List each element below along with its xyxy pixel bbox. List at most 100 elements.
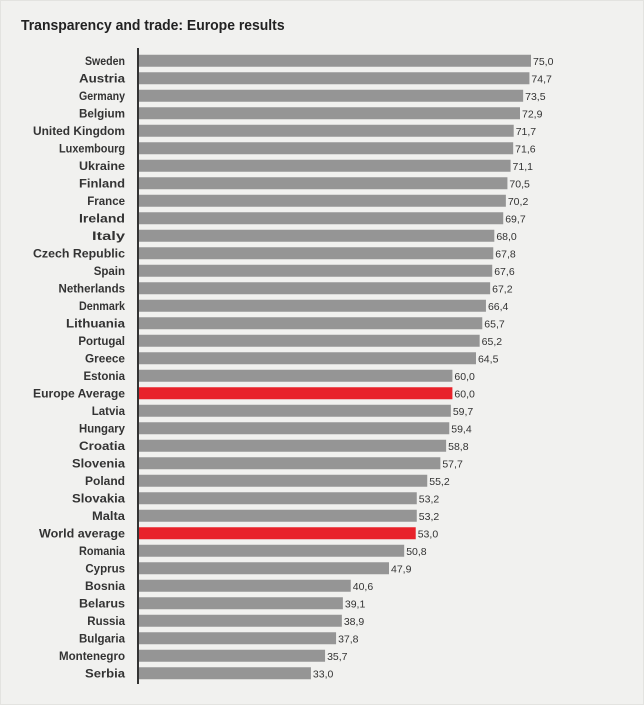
- bar-world-average: [138, 527, 416, 540]
- bar-greece: [138, 352, 476, 365]
- value-label-spain: 67,6: [494, 266, 515, 278]
- bar-united-kingdom: [138, 124, 514, 137]
- value-label-luxembourg: 71,6: [515, 143, 536, 155]
- value-label-belarus: 39,1: [345, 598, 366, 610]
- value-label-united-kingdom: 71,7: [516, 126, 537, 138]
- chart-title: Transparency and trade: Europe results: [21, 17, 285, 34]
- category-label-bulgaria: Bulgaria: [79, 633, 126, 645]
- bar-ireland: [138, 212, 504, 225]
- bar-sweden: [138, 54, 531, 67]
- value-label-denmark: 66,4: [488, 301, 509, 313]
- value-label-france: 70,2: [508, 196, 529, 208]
- category-label-poland: Poland: [85, 476, 125, 488]
- bar-estonia: [138, 369, 453, 382]
- category-label-malta: Malta: [92, 511, 126, 523]
- value-label-belgium: 72,9: [522, 108, 543, 120]
- category-label-denmark: Denmark: [79, 301, 126, 313]
- category-label-cyprus: Cyprus: [85, 563, 125, 575]
- bar-bulgaria: [138, 632, 337, 645]
- value-label-romania: 50,8: [406, 546, 427, 558]
- category-label-slovakia: Slovakia: [72, 493, 126, 505]
- bar-hungary: [138, 422, 450, 435]
- bar-poland: [138, 474, 428, 487]
- category-label-europe-average: Europe Average: [33, 388, 125, 400]
- category-label-greece: Greece: [85, 353, 125, 365]
- bar-czech-republic: [138, 247, 494, 260]
- value-label-ukraine: 71,1: [513, 161, 534, 173]
- value-label-serbia: 33,0: [313, 668, 334, 680]
- value-label-czech-republic: 67,8: [495, 248, 516, 260]
- category-label-germany: Germany: [79, 91, 126, 103]
- bar-latvia: [138, 404, 451, 417]
- value-label-germany: 73,5: [525, 91, 546, 103]
- category-label-luxembourg: Luxembourg: [59, 143, 125, 155]
- value-label-italy: 68,0: [496, 231, 517, 243]
- bar-luxembourg: [138, 142, 514, 155]
- category-labels-group: Sweden Austria Germany Belgium United Kingdo…: [33, 56, 126, 681]
- bar-italy: [138, 229, 495, 242]
- value-label-croatia: 58,8: [448, 441, 469, 453]
- category-label-italy: Italy: [92, 231, 126, 243]
- category-label-serbia: Serbia: [85, 668, 126, 680]
- bar-lithuania: [138, 317, 483, 330]
- bar-russia: [138, 614, 342, 627]
- category-label-portugal: Portugal: [78, 336, 125, 348]
- value-label-montenegro: 35,7: [327, 651, 348, 663]
- category-label-sweden: Sweden: [85, 56, 125, 68]
- category-label-estonia: Estonia: [83, 371, 125, 383]
- bar-belarus: [138, 597, 343, 610]
- category-label-slovenia: Slovenia: [72, 458, 126, 470]
- bar-bosnia: [138, 579, 351, 592]
- category-label-united-kingdom: United Kingdom: [33, 126, 125, 138]
- category-label-romania: Romania: [79, 546, 126, 558]
- value-label-austria: 74,7: [531, 73, 552, 85]
- bar-malta: [138, 509, 417, 522]
- value-label-ireland: 69,7: [505, 213, 526, 225]
- value-label-estonia: 60,0: [454, 371, 475, 383]
- bar-romania: [138, 544, 405, 557]
- value-label-slovenia: 57,7: [442, 458, 463, 470]
- category-label-ukraine: Ukraine: [79, 161, 125, 173]
- value-label-portugal: 65,2: [482, 336, 503, 348]
- value-label-malta: 53,2: [419, 511, 440, 523]
- category-label-bosnia: Bosnia: [85, 581, 126, 593]
- category-label-russia: Russia: [87, 616, 125, 628]
- category-label-croatia: Croatia: [79, 441, 126, 453]
- category-label-hungary: Hungary: [79, 423, 126, 435]
- value-label-netherlands: 67,2: [492, 283, 513, 295]
- value-labels-group: 75,0 74,7 73,5 72,9 71,7 71,6 71,1 70,5 70,2 69,7…: [313, 56, 554, 681]
- bar-ukraine: [138, 159, 511, 172]
- value-label-europe-average: 60,0: [454, 388, 475, 400]
- bar-portugal: [138, 334, 480, 347]
- value-label-bosnia: 40,6: [353, 581, 374, 593]
- bar-finland: [138, 177, 508, 190]
- category-label-belgium: Belgium: [79, 108, 125, 120]
- category-label-czech-republic: Czech Republic: [33, 248, 126, 260]
- value-label-slovakia: 53,2: [419, 493, 440, 505]
- bar-slovenia: [138, 457, 441, 470]
- bar-spain: [138, 264, 493, 277]
- bar-europe-average: [138, 387, 453, 400]
- value-label-poland: 55,2: [429, 476, 450, 488]
- value-label-cyprus: 47,9: [391, 563, 412, 575]
- category-label-montenegro: Montenegro: [59, 651, 125, 663]
- bar-austria: [138, 72, 530, 85]
- value-label-russia: 38,9: [344, 616, 365, 628]
- bar-serbia: [138, 667, 311, 680]
- value-label-sweden: 75,0: [533, 56, 554, 68]
- category-label-lithuania: Lithuania: [66, 318, 126, 330]
- value-label-hungary: 59,4: [451, 423, 472, 435]
- bars-group: [138, 54, 531, 680]
- bar-croatia: [138, 439, 447, 452]
- category-label-latvia: Latvia: [92, 406, 126, 418]
- category-label-france: France: [87, 196, 125, 208]
- category-label-spain: Spain: [94, 266, 125, 278]
- bar-belgium: [138, 107, 520, 120]
- value-label-latvia: 59,7: [453, 406, 474, 418]
- category-label-ireland: Ireland: [79, 213, 125, 225]
- bar-france: [138, 194, 506, 207]
- value-label-finland: 70,5: [509, 178, 530, 190]
- bar-montenegro: [138, 649, 326, 662]
- bar-netherlands: [138, 282, 491, 295]
